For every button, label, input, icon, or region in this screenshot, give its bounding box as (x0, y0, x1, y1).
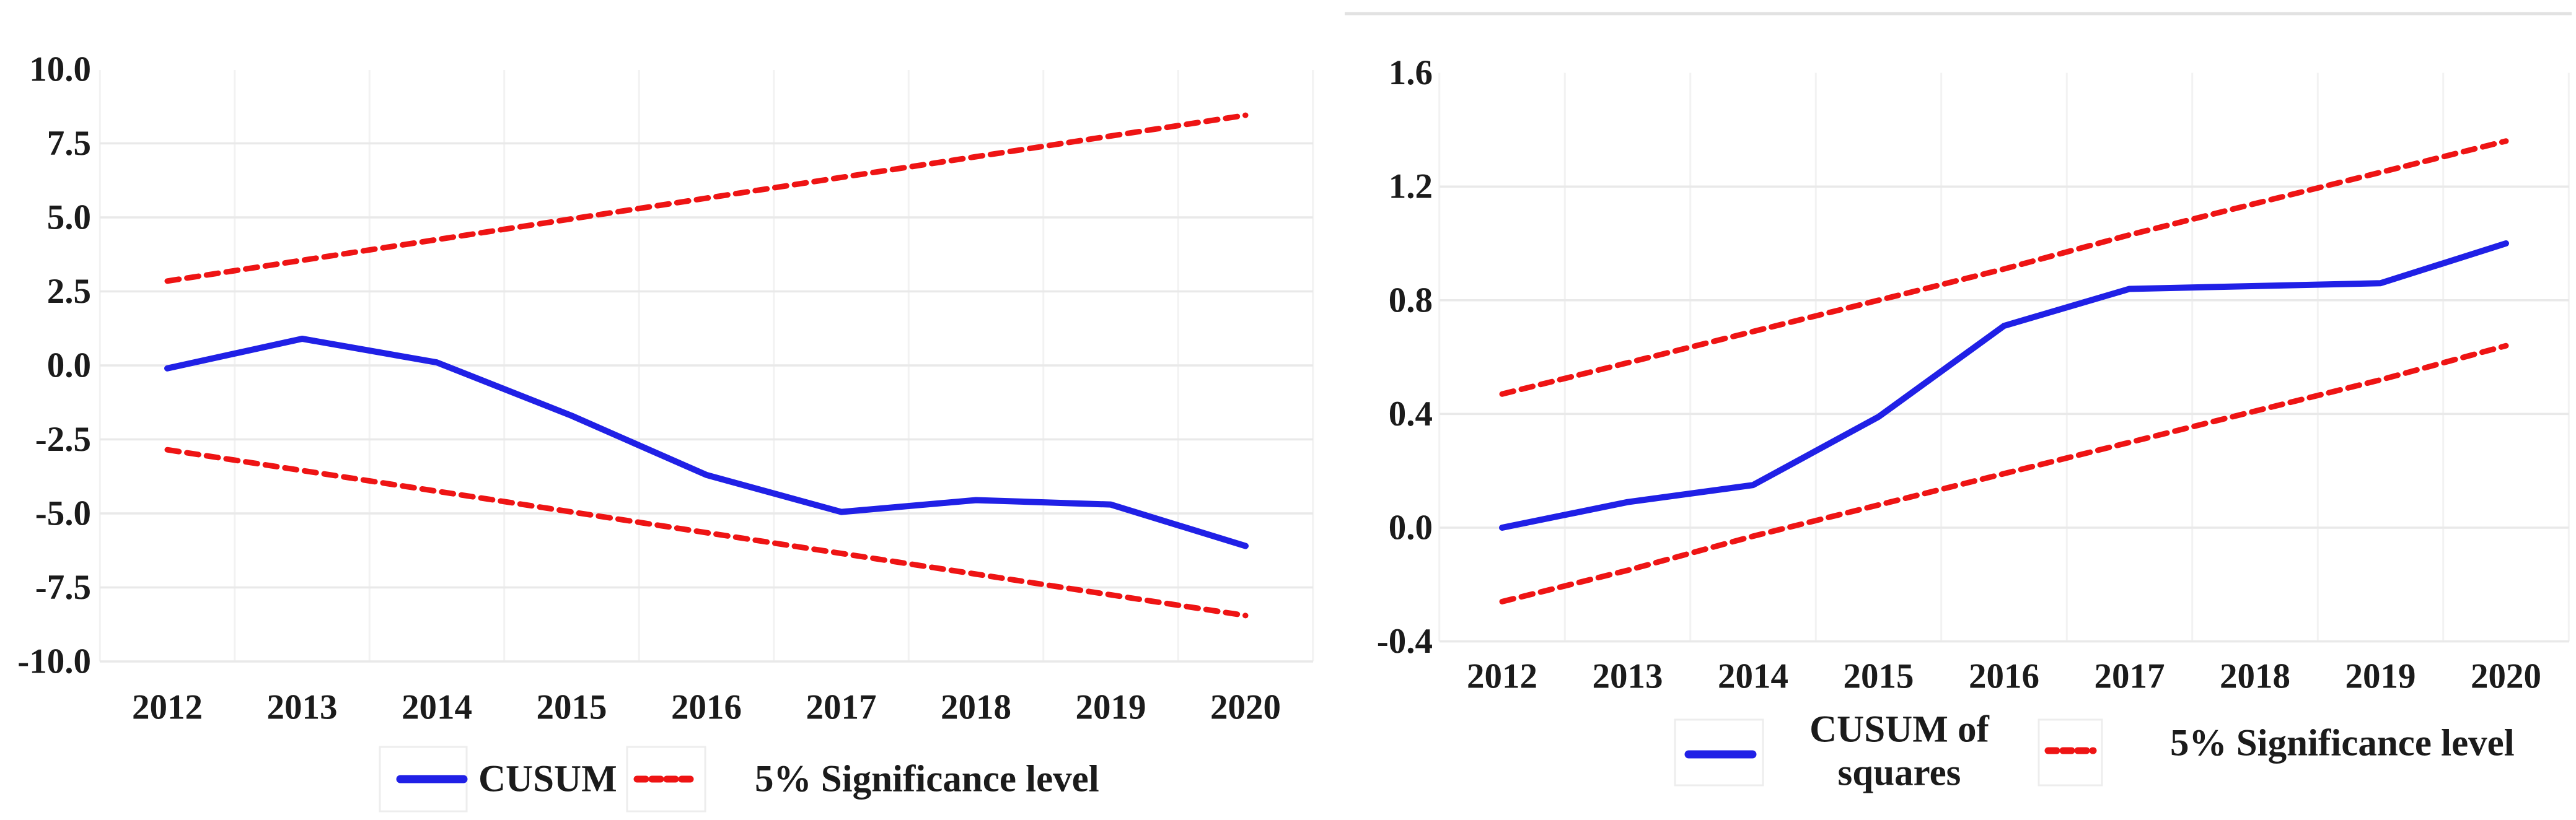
x-tick-label: 2015 (537, 688, 607, 727)
y-tick-label: -5.0 (35, 494, 91, 533)
y-tick-label: 10.0 (29, 50, 91, 89)
x-tick-label: 2020 (2471, 657, 2541, 696)
upper-bound-line (1499, 138, 2509, 397)
x-tick-label: 2014 (1718, 657, 1788, 696)
x-tick-label: 2018 (2220, 657, 2290, 696)
y-tick-label: -0.4 (1377, 622, 1433, 661)
y-tick-label: -7.5 (35, 568, 91, 607)
legend-label: CUSUM (478, 759, 617, 800)
statistic-line (1499, 240, 2509, 531)
y-tick-label: 0.4 (1389, 395, 1433, 434)
y-tick-label: 5.0 (47, 198, 91, 237)
y-tick-label: 0.0 (1389, 508, 1433, 547)
x-tick-label: 2012 (132, 688, 203, 727)
x-tick-label: 2019 (2345, 657, 2416, 696)
y-tick-label: 1.2 (1389, 167, 1433, 206)
lower-bound-line (164, 447, 1249, 619)
legend-label: squares (1838, 752, 1961, 794)
lower-bound-line (1499, 342, 2509, 604)
upper-bound-line (164, 112, 1249, 284)
y-tick-label: 2.5 (47, 272, 91, 311)
x-tick-label: 2013 (267, 688, 338, 727)
x-tick-label: 2019 (1076, 688, 1146, 727)
x-tick-label: 2016 (671, 688, 742, 727)
x-tick-label: 2015 (1844, 657, 1914, 696)
cusum-chart: 10.0 7.5 5.0 2.5 0.0 -2.5 -5.0 -7.5 -10.0 2012 201… (17, 50, 1314, 813)
x-tick-label: 2020 (1210, 688, 1281, 727)
legend-label: 5% Significance level (2170, 723, 2515, 764)
legend-label: CUSUM of (1809, 709, 1989, 751)
y-tick-label: 1.6 (1389, 53, 1433, 92)
x-tick-label: 2013 (1593, 657, 1663, 696)
x-tick-label: 2016 (1969, 657, 2039, 696)
y-tick-label: 0.0 (47, 346, 91, 385)
y-tick-label: -10.0 (17, 642, 91, 681)
x-tick-label: 2018 (941, 688, 1011, 727)
y-tick-label: 7.5 (47, 124, 91, 163)
x-tick-label: 2012 (1467, 657, 1537, 696)
statistic-line (164, 335, 1249, 549)
cusum-of-squares-chart: 1.6 1.2 0.8 0.4 0.0 -0.4 2012 2013 2014 2015 2016 2… (1345, 12, 2572, 794)
y-tick-label: 0.8 (1389, 281, 1433, 320)
x-tick-label: 2014 (402, 688, 472, 727)
x-tick-label: 2017 (2095, 657, 2165, 696)
x-tick-label: 2017 (806, 688, 877, 727)
legend-label: 5% Significance level (755, 759, 1099, 800)
y-tick-label: -2.5 (35, 420, 91, 459)
